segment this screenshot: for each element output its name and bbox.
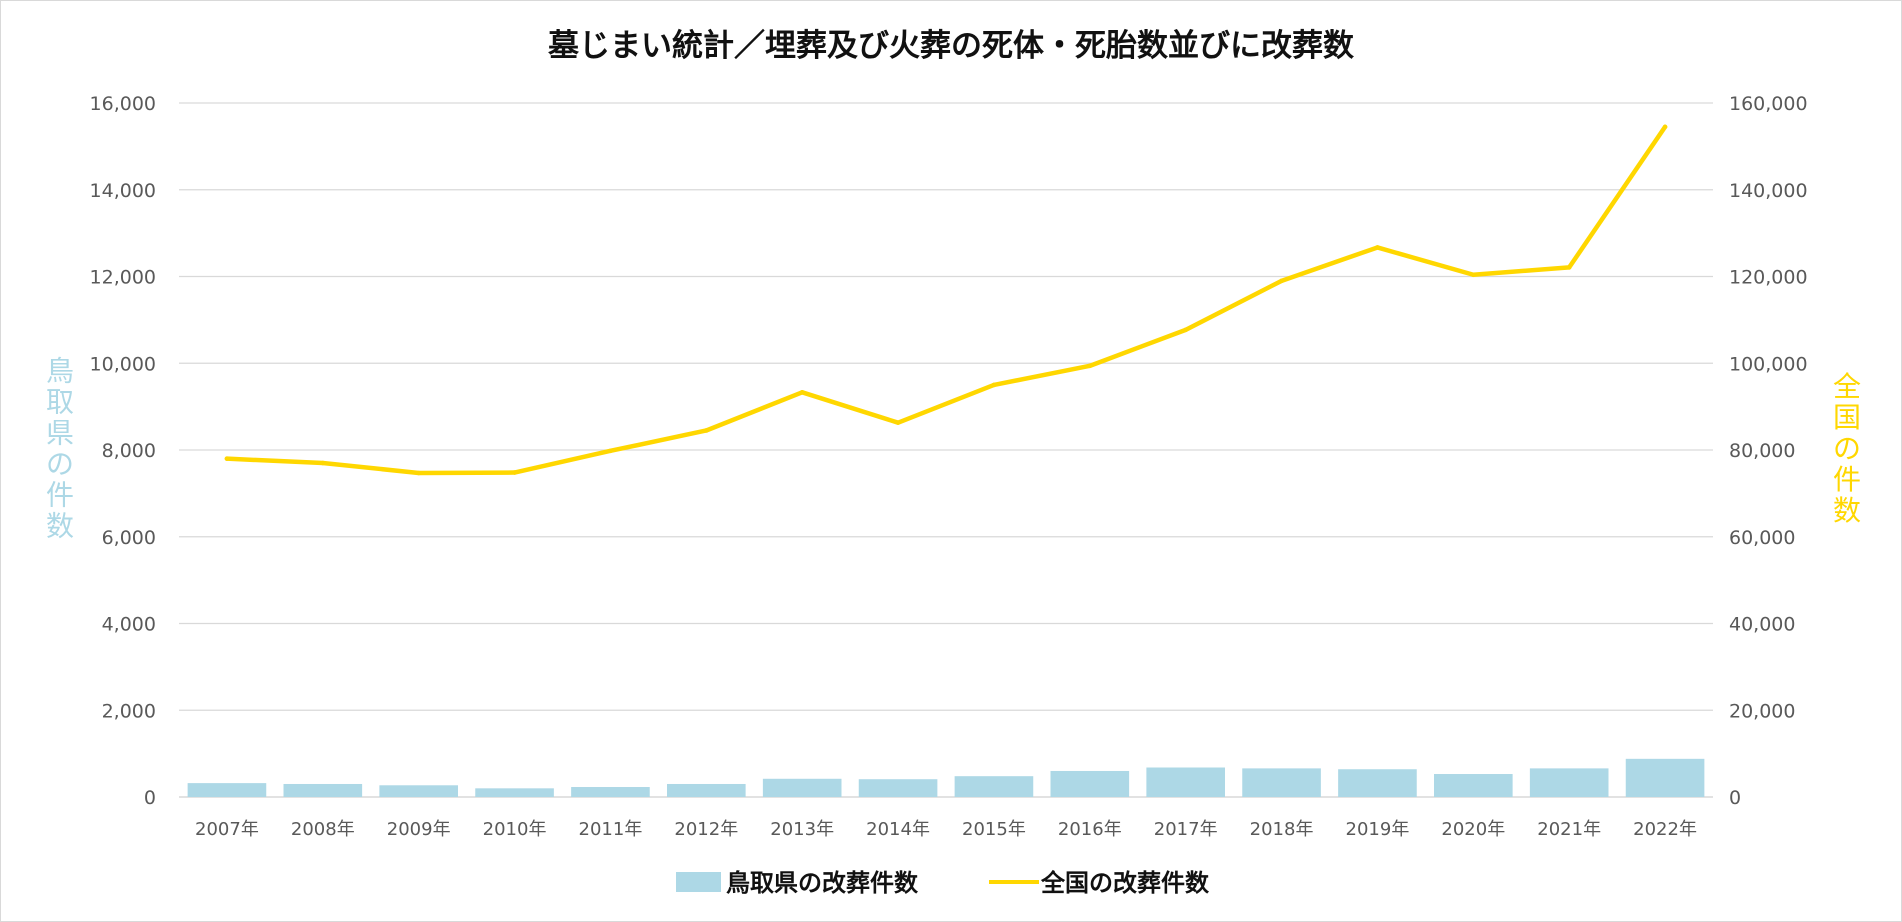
line-point bbox=[608, 448, 613, 454]
line-point bbox=[704, 428, 709, 433]
line-point bbox=[512, 470, 517, 475]
line-point bbox=[991, 382, 997, 388]
line-point bbox=[1662, 124, 1668, 130]
bar bbox=[858, 779, 938, 797]
right-y-tick-label: 160,000 bbox=[1729, 93, 1808, 115]
bar bbox=[283, 783, 363, 797]
bar bbox=[762, 778, 842, 797]
legend: 鳥取県の改葬件数 全国の改葬件数 bbox=[676, 869, 1210, 897]
x-tick-label: 2014年 bbox=[866, 819, 930, 840]
right-axis-title-char: 数 bbox=[1833, 494, 1861, 527]
bar bbox=[954, 776, 1034, 797]
series-line bbox=[224, 124, 1668, 476]
right-y-tick-label: 120,000 bbox=[1729, 267, 1808, 289]
left-axis-title-char: 数 bbox=[46, 510, 74, 543]
line-point bbox=[1087, 363, 1093, 369]
x-tick-label: 2012年 bbox=[674, 819, 738, 840]
x-tick-label: 2020年 bbox=[1441, 819, 1505, 840]
x-axis-ticks: 2007年 2008年 2009年 2010年 2011年 2012年 2013年 2014年… bbox=[195, 819, 1697, 840]
x-tick-label: 2009年 bbox=[387, 819, 451, 840]
left-y-tick-label: 6,000 bbox=[102, 527, 156, 549]
right-y-tick-label: 140,000 bbox=[1729, 180, 1808, 202]
line-point bbox=[1375, 245, 1380, 250]
left-axis-title-char: 県 bbox=[46, 417, 74, 450]
line-point bbox=[799, 390, 805, 395]
bar bbox=[475, 788, 554, 797]
chart-title: 墓じまい統計／埋葬及び火葬の死体・死胎数並びに改葬数 bbox=[547, 28, 1354, 64]
line-point bbox=[1279, 278, 1284, 284]
right-axis-title-char: 件 bbox=[1833, 463, 1861, 496]
right-axis-title-char: 国 bbox=[1833, 401, 1861, 434]
bar bbox=[1529, 768, 1609, 797]
line-point bbox=[224, 456, 230, 461]
bar bbox=[187, 783, 267, 797]
right-axis-title-char: 全 bbox=[1833, 370, 1861, 403]
line-point bbox=[416, 470, 421, 476]
right-y-tick-label: 80,000 bbox=[1729, 440, 1795, 462]
x-tick-label: 2017年 bbox=[1154, 819, 1218, 840]
bar bbox=[571, 787, 650, 797]
x-tick-label: 2019年 bbox=[1346, 819, 1410, 840]
right-y-tick-label: 100,000 bbox=[1729, 353, 1808, 375]
left-y-tick-label: 14,000 bbox=[90, 180, 156, 202]
left-axis-title-char: 件 bbox=[46, 479, 74, 512]
right-y-tick-label: 20,000 bbox=[1729, 700, 1795, 722]
x-tick-label: 2007年 bbox=[195, 819, 259, 840]
left-y-tick-label: 8,000 bbox=[102, 440, 156, 462]
legend-bar-swatch bbox=[676, 872, 721, 892]
right-y-tick-label: 60,000 bbox=[1729, 527, 1795, 549]
x-tick-label: 2016年 bbox=[1058, 819, 1122, 840]
left-y-tick-label: 2,000 bbox=[102, 700, 156, 722]
left-y-tick-label: 12,000 bbox=[90, 267, 156, 289]
right-y-axis-ticks: 0 20,000 40,000 60,000 80,000 100,000 120,000 1… bbox=[1729, 93, 1808, 809]
left-axis-title-char: 鳥 bbox=[46, 355, 74, 388]
line-point bbox=[1183, 327, 1188, 333]
line-series bbox=[224, 124, 1668, 476]
x-tick-label: 2013年 bbox=[770, 819, 834, 840]
line-point bbox=[320, 460, 326, 466]
line-point bbox=[1471, 272, 1476, 278]
bar bbox=[667, 783, 746, 797]
left-y-tick-label: 0 bbox=[144, 787, 156, 809]
bar bbox=[1625, 758, 1705, 797]
bar bbox=[1146, 767, 1225, 797]
gridlines bbox=[179, 102, 1713, 798]
x-tick-label: 2011年 bbox=[579, 819, 643, 840]
left-y-axis-ticks: 0 2,000 4,000 6,000 8,000 10,000 12,000 14,000 1… bbox=[90, 93, 156, 809]
legend-bar-label: 鳥取県の改葬件数 bbox=[726, 869, 919, 897]
x-tick-label: 2015年 bbox=[962, 819, 1026, 840]
left-axis-title-char: 取 bbox=[46, 386, 74, 419]
legend-line-label: 全国の改葬件数 bbox=[1040, 869, 1210, 897]
x-tick-label: 2008年 bbox=[291, 819, 355, 840]
right-axis-title-char: の bbox=[1833, 432, 1861, 465]
bar bbox=[379, 785, 458, 797]
left-y-tick-label: 4,000 bbox=[102, 614, 156, 636]
bar bbox=[1242, 768, 1321, 797]
x-tick-label: 2022年 bbox=[1633, 819, 1697, 840]
bar bbox=[1050, 770, 1130, 797]
right-y-tick-label: 40,000 bbox=[1729, 614, 1795, 636]
line-point bbox=[1566, 265, 1572, 270]
left-y-tick-label: 16,000 bbox=[90, 93, 156, 115]
line-point bbox=[895, 420, 901, 425]
x-tick-label: 2018年 bbox=[1250, 819, 1314, 840]
left-axis-title-char: の bbox=[46, 448, 74, 481]
bar bbox=[1338, 769, 1417, 797]
right-y-tick-label: 0 bbox=[1729, 787, 1741, 809]
left-y-tick-label: 10,000 bbox=[90, 353, 156, 375]
x-tick-label: 2010年 bbox=[483, 819, 547, 840]
bar-series bbox=[187, 758, 1705, 797]
bar bbox=[1434, 774, 1513, 797]
x-tick-label: 2021年 bbox=[1537, 819, 1601, 840]
